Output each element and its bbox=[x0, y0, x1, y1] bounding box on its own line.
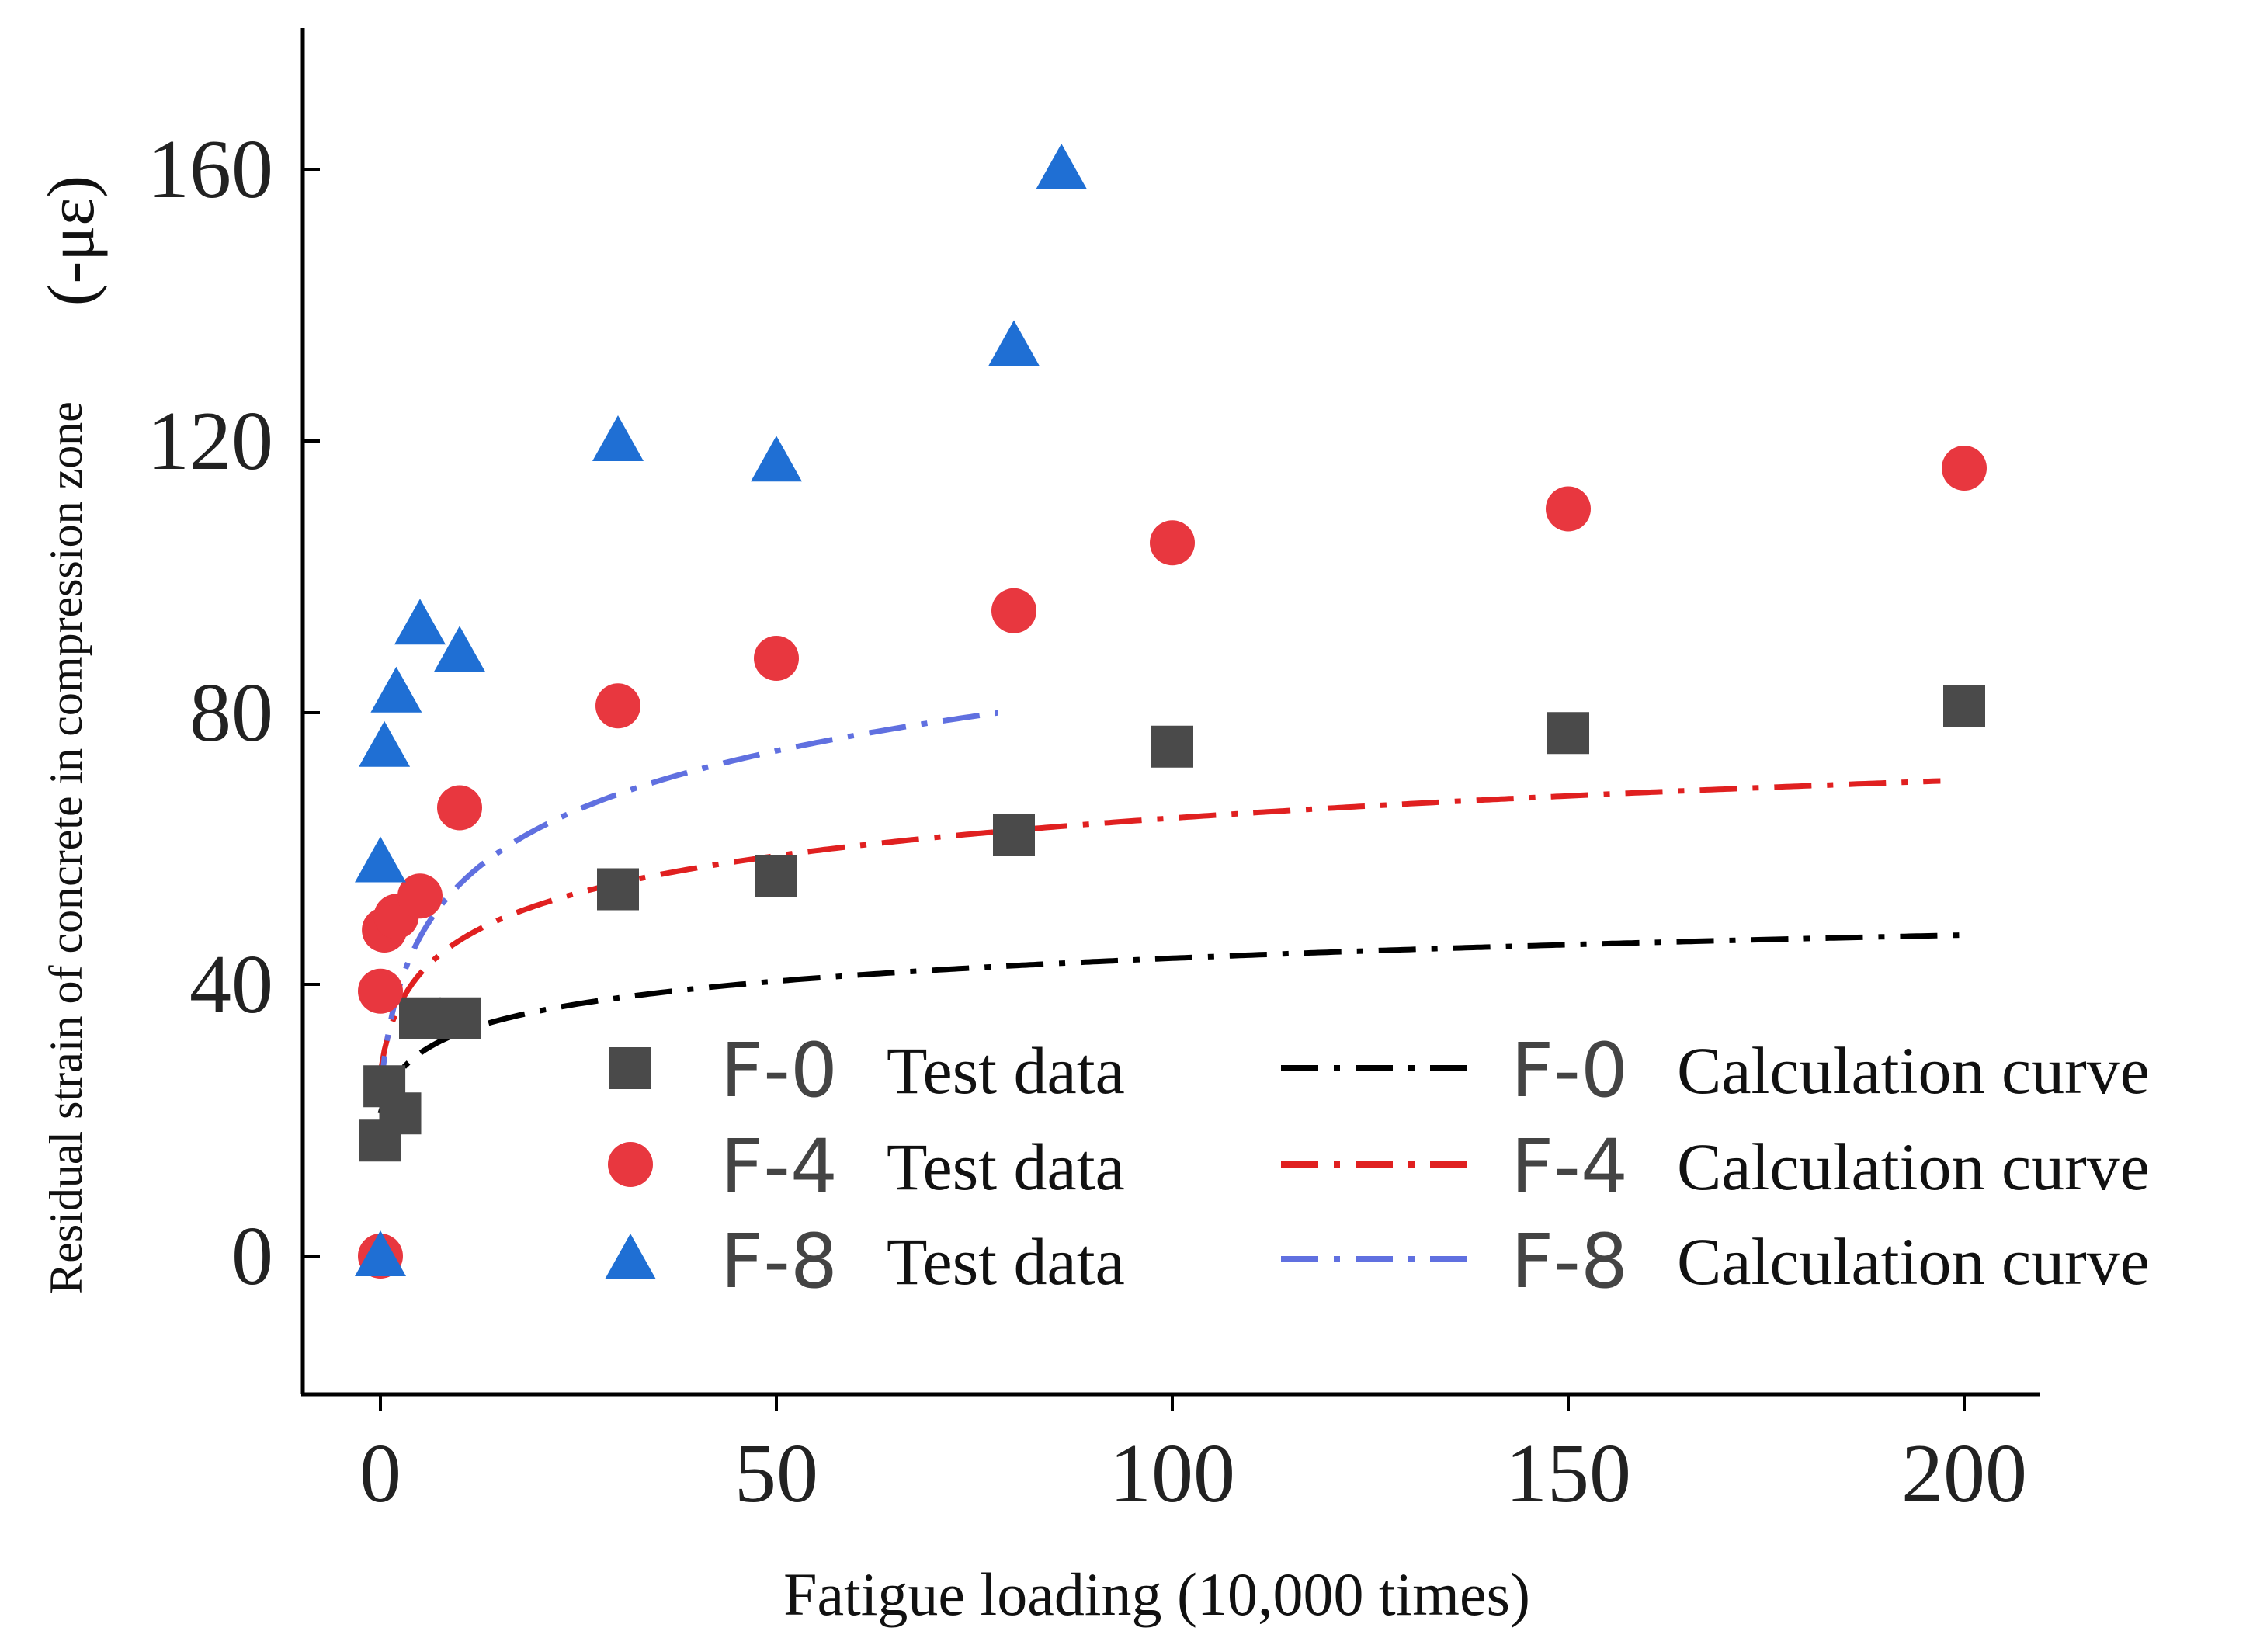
x-tick-label: 150 bbox=[1505, 1428, 1631, 1520]
data-point-f-8 bbox=[370, 666, 422, 713]
data-point-f-4 bbox=[358, 968, 403, 1014]
legend-curve-label: Calculation curve bbox=[1677, 1130, 2150, 1204]
data-point-f-8 bbox=[359, 720, 411, 767]
data-point-f-4 bbox=[754, 636, 799, 681]
data-point-f-4 bbox=[437, 785, 482, 831]
legend-series-name: F-4 bbox=[720, 1123, 838, 1210]
legend-curve-label: Calculation curve bbox=[1677, 1224, 2150, 1299]
data-point-f-0 bbox=[399, 997, 441, 1039]
legend-test-label: Test data bbox=[887, 1033, 1125, 1108]
x-tick-label: 200 bbox=[1901, 1428, 2027, 1520]
x-tick-label: 50 bbox=[734, 1428, 818, 1520]
data-point-f-8 bbox=[434, 626, 485, 672]
legend-marker-f-0 bbox=[609, 1047, 651, 1089]
y-tick-label: 120 bbox=[148, 395, 273, 488]
legend-series-name: F-0 bbox=[720, 1027, 838, 1114]
data-point-f-4 bbox=[397, 873, 443, 919]
legend: F-0 Test data F-0 Calculation curve F-4 Test … bbox=[605, 1027, 2150, 1305]
data-point-f-4 bbox=[1546, 486, 1591, 532]
data-point-f-8 bbox=[355, 1230, 406, 1276]
test-data-points bbox=[355, 144, 1987, 1279]
data-point-f-0 bbox=[1547, 712, 1589, 755]
data-point-f-4 bbox=[1150, 520, 1195, 566]
y-axis-title: Residual strain of concrete in compressi… bbox=[40, 401, 92, 1294]
legend-series-name: F-8 bbox=[1511, 1218, 1628, 1305]
y-tick-label: 80 bbox=[189, 667, 273, 759]
data-point-f-0 bbox=[1943, 685, 1985, 727]
legend-curve-label: Calculation curve bbox=[1677, 1033, 2150, 1108]
legend-series-name: F-8 bbox=[720, 1218, 838, 1305]
data-point-f-8 bbox=[355, 836, 406, 883]
ticks: 0 40 80 120 160 0 50 100 150 200 bbox=[148, 123, 2027, 1520]
data-point-f-0 bbox=[439, 997, 481, 1039]
legend-test-label: Test data bbox=[887, 1224, 1125, 1299]
y-axis-unit: (-με) bbox=[33, 175, 108, 306]
legend-series-name: F-4 bbox=[1511, 1123, 1628, 1210]
data-point-f-8 bbox=[394, 599, 446, 645]
data-point-f-8 bbox=[988, 320, 1040, 366]
y-tick-label: 0 bbox=[231, 1210, 273, 1303]
data-point-f-4 bbox=[595, 683, 640, 729]
data-point-f-8 bbox=[751, 436, 802, 482]
legend-marker-f-4 bbox=[608, 1142, 653, 1187]
data-point-f-0 bbox=[755, 855, 797, 897]
calculation-curve-f-0 bbox=[377, 932, 1965, 1115]
data-point-f-8 bbox=[1036, 144, 1088, 189]
x-tick-label: 0 bbox=[359, 1428, 401, 1520]
calculation-curves bbox=[377, 710, 1965, 1115]
data-point-f-0 bbox=[993, 814, 1035, 856]
legend-test-label: Test data bbox=[887, 1130, 1125, 1204]
x-axis-title: Fatigue loading (10,000 times) bbox=[783, 1560, 1530, 1628]
x-tick-label: 100 bbox=[1109, 1428, 1235, 1520]
data-point-f-0 bbox=[597, 868, 639, 911]
y-tick-label: 160 bbox=[148, 123, 273, 216]
calculation-curve-f-8 bbox=[377, 710, 999, 1094]
legend-series-name: F-0 bbox=[1511, 1027, 1628, 1114]
y-tick-label: 40 bbox=[189, 939, 273, 1031]
calculation-curve-f-4 bbox=[377, 778, 1941, 1074]
legend-marker-f-8 bbox=[605, 1234, 656, 1279]
data-point-f-0 bbox=[379, 1092, 422, 1135]
data-point-f-4 bbox=[1942, 446, 1987, 491]
data-point-f-8 bbox=[592, 415, 644, 461]
data-point-f-0 bbox=[1151, 725, 1193, 768]
data-point-f-4 bbox=[991, 588, 1036, 633]
